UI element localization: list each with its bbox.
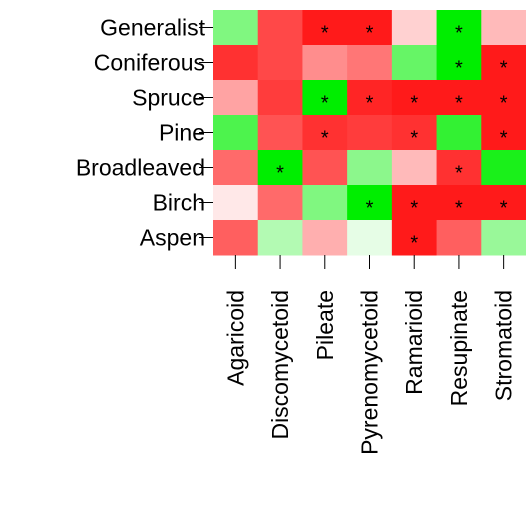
cell bbox=[302, 10, 348, 46]
cell bbox=[481, 150, 526, 186]
significance-marker: * bbox=[500, 128, 508, 150]
row-label: Pine bbox=[159, 120, 205, 146]
row-label: Birch bbox=[153, 190, 205, 216]
significance-marker: * bbox=[366, 93, 374, 115]
significance-marker: * bbox=[500, 93, 508, 115]
cell bbox=[391, 45, 438, 81]
cell bbox=[257, 45, 303, 81]
cell bbox=[391, 80, 438, 116]
significance-marker: * bbox=[455, 163, 463, 185]
cell bbox=[391, 185, 438, 221]
cell bbox=[436, 185, 482, 221]
row-label: Aspen bbox=[140, 225, 205, 251]
row-label: Coniferous bbox=[94, 50, 205, 76]
cell bbox=[391, 115, 438, 151]
cell bbox=[302, 80, 348, 116]
significance-marker: * bbox=[410, 233, 418, 255]
column-label: Discomycetoid bbox=[267, 290, 293, 440]
column-label: Resupinate bbox=[446, 290, 472, 406]
significance-marker: * bbox=[410, 128, 418, 150]
significance-marker: * bbox=[500, 58, 508, 80]
cell bbox=[347, 220, 393, 256]
cell bbox=[347, 10, 393, 46]
significance-marker: * bbox=[410, 198, 418, 220]
cell bbox=[436, 220, 482, 256]
cell bbox=[391, 220, 438, 256]
cell bbox=[302, 45, 348, 81]
cell bbox=[481, 115, 526, 151]
cell bbox=[481, 80, 526, 116]
cell bbox=[257, 220, 303, 256]
cell bbox=[391, 150, 438, 186]
cell bbox=[257, 115, 303, 151]
cell bbox=[347, 45, 393, 81]
cell bbox=[257, 185, 303, 221]
significance-marker: * bbox=[455, 198, 463, 220]
cell bbox=[302, 220, 348, 256]
cell bbox=[436, 10, 482, 46]
significance-marker: * bbox=[500, 198, 508, 220]
significance-marker: * bbox=[321, 93, 329, 115]
cell bbox=[347, 80, 393, 116]
cell bbox=[213, 185, 259, 221]
cell bbox=[302, 185, 348, 221]
significance-marker: * bbox=[321, 128, 329, 150]
cell bbox=[436, 80, 482, 116]
significance-marker: * bbox=[455, 58, 463, 80]
cell bbox=[481, 220, 526, 256]
cell bbox=[302, 115, 348, 151]
cell bbox=[481, 10, 526, 46]
significance-marker: * bbox=[321, 23, 329, 45]
cell bbox=[257, 10, 303, 46]
significance-marker: * bbox=[410, 93, 418, 115]
cell bbox=[257, 80, 303, 116]
column-label: Agaricoid bbox=[222, 290, 248, 386]
cell bbox=[213, 115, 259, 151]
cell bbox=[347, 150, 393, 186]
significance-marker: * bbox=[455, 23, 463, 45]
cell bbox=[391, 10, 438, 46]
cell bbox=[436, 115, 482, 151]
cell bbox=[302, 150, 348, 186]
significance-marker: * bbox=[366, 198, 374, 220]
cell bbox=[347, 115, 393, 151]
row-label: Spruce bbox=[132, 85, 205, 111]
cell bbox=[481, 185, 526, 221]
column-label: Pileate bbox=[312, 290, 338, 360]
significance-marker: * bbox=[366, 23, 374, 45]
cell bbox=[481, 45, 526, 81]
cell bbox=[436, 45, 482, 81]
column-label: Stromatoid bbox=[491, 290, 517, 401]
cell bbox=[347, 185, 393, 221]
significance-marker: * bbox=[276, 163, 284, 185]
cell bbox=[213, 45, 259, 81]
row-label: Broadleaved bbox=[76, 155, 205, 181]
cell bbox=[436, 150, 482, 186]
cell bbox=[213, 150, 259, 186]
cell bbox=[213, 80, 259, 116]
cell bbox=[213, 10, 259, 46]
significance-marker: * bbox=[455, 93, 463, 115]
cell bbox=[213, 220, 259, 256]
cell bbox=[257, 150, 303, 186]
row-label: Generalist bbox=[100, 15, 205, 41]
column-label: Pyrenomycetoid bbox=[357, 290, 383, 455]
column-label: Ramarioid bbox=[401, 290, 427, 395]
